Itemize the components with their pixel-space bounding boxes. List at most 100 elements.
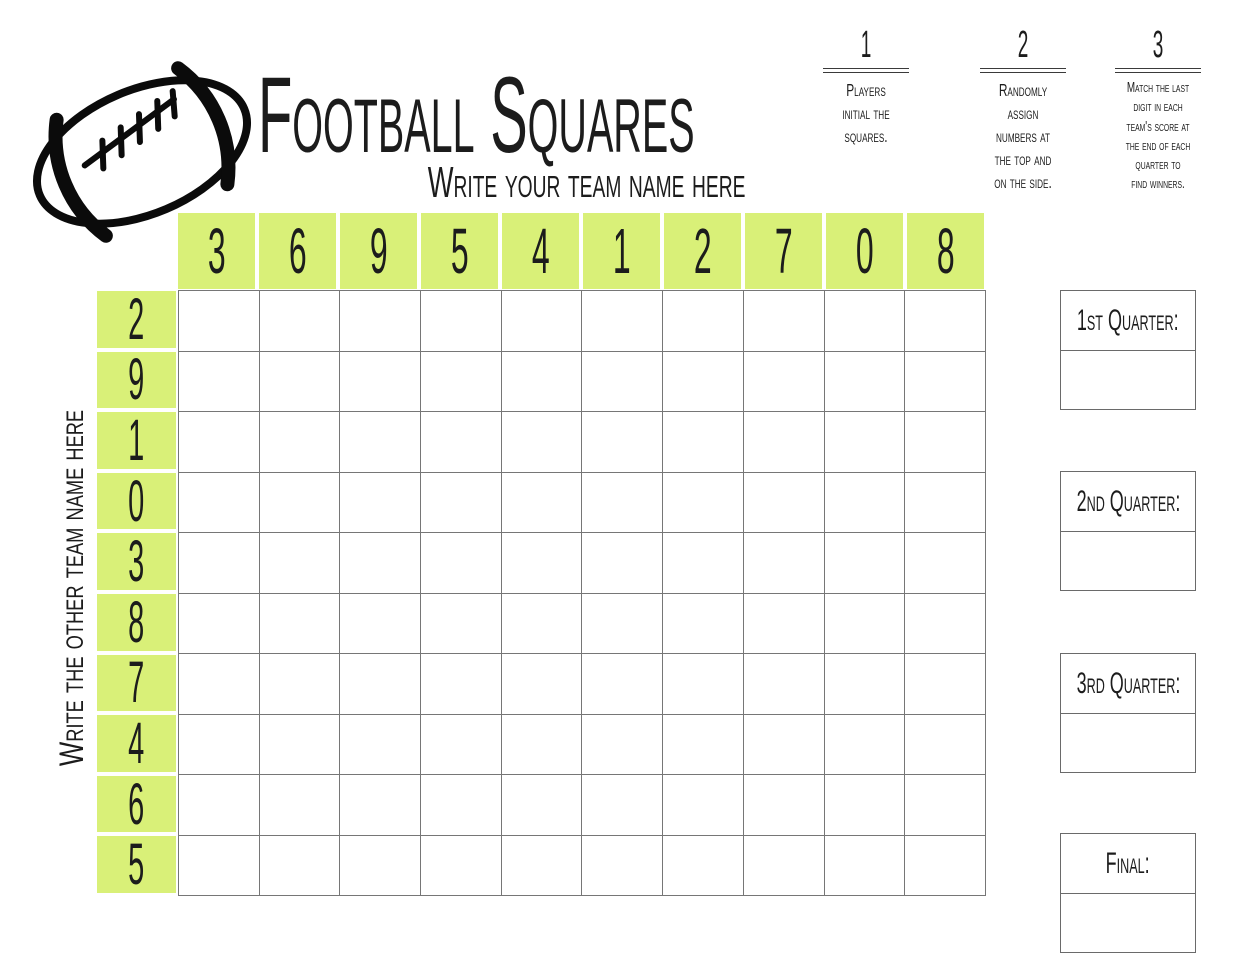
grid-square[interactable] bbox=[179, 291, 259, 351]
grid-square[interactable] bbox=[259, 291, 340, 351]
grid-square[interactable] bbox=[663, 593, 743, 653]
grid-square[interactable] bbox=[421, 654, 501, 714]
grid-square[interactable] bbox=[421, 714, 501, 774]
grid-square[interactable] bbox=[259, 533, 340, 593]
grid-square[interactable] bbox=[501, 412, 582, 472]
grid-square[interactable] bbox=[663, 775, 743, 835]
grid-square[interactable] bbox=[340, 533, 421, 593]
grid-square[interactable] bbox=[421, 775, 501, 835]
grid-square[interactable] bbox=[179, 351, 259, 411]
grid-square[interactable] bbox=[501, 472, 582, 532]
grid-square[interactable] bbox=[259, 472, 340, 532]
grid-square[interactable] bbox=[582, 351, 663, 411]
score-box-value-area[interactable] bbox=[1061, 532, 1195, 589]
grid-square[interactable] bbox=[421, 593, 501, 653]
grid-square[interactable] bbox=[179, 533, 259, 593]
grid-square[interactable] bbox=[905, 775, 985, 835]
grid-square[interactable] bbox=[743, 351, 824, 411]
grid-square[interactable] bbox=[582, 533, 663, 593]
grid-square[interactable] bbox=[259, 714, 340, 774]
grid-square[interactable] bbox=[582, 835, 663, 895]
grid-square[interactable] bbox=[421, 412, 501, 472]
grid-square[interactable] bbox=[501, 593, 582, 653]
grid-square[interactable] bbox=[663, 533, 743, 593]
grid-square[interactable] bbox=[743, 714, 824, 774]
grid-square[interactable] bbox=[663, 472, 743, 532]
grid-square[interactable] bbox=[582, 472, 663, 532]
grid-square[interactable] bbox=[582, 775, 663, 835]
grid-square[interactable] bbox=[582, 291, 663, 351]
grid-square[interactable] bbox=[259, 775, 340, 835]
grid-square[interactable] bbox=[421, 533, 501, 593]
grid-square[interactable] bbox=[905, 472, 985, 532]
grid-square[interactable] bbox=[824, 472, 905, 532]
grid-square[interactable] bbox=[340, 593, 421, 653]
grid-square[interactable] bbox=[340, 412, 421, 472]
grid-square[interactable] bbox=[663, 291, 743, 351]
grid-square[interactable] bbox=[905, 593, 985, 653]
grid-square[interactable] bbox=[259, 593, 340, 653]
grid-square[interactable] bbox=[824, 714, 905, 774]
grid-square[interactable] bbox=[905, 533, 985, 593]
grid-square[interactable] bbox=[179, 654, 259, 714]
grid-square[interactable] bbox=[501, 533, 582, 593]
grid-square[interactable] bbox=[905, 654, 985, 714]
grid-square[interactable] bbox=[743, 835, 824, 895]
grid-square[interactable] bbox=[259, 412, 340, 472]
grid-square[interactable] bbox=[905, 291, 985, 351]
score-box-value-area[interactable] bbox=[1061, 714, 1195, 771]
grid-square[interactable] bbox=[663, 351, 743, 411]
grid-square[interactable] bbox=[905, 412, 985, 472]
grid-square[interactable] bbox=[179, 775, 259, 835]
grid-square[interactable] bbox=[663, 412, 743, 472]
grid-square[interactable] bbox=[501, 775, 582, 835]
grid-square[interactable] bbox=[340, 654, 421, 714]
grid-square[interactable] bbox=[824, 775, 905, 835]
grid-square[interactable] bbox=[501, 835, 582, 895]
grid-square[interactable] bbox=[663, 835, 743, 895]
grid-square[interactable] bbox=[663, 714, 743, 774]
grid-square[interactable] bbox=[340, 714, 421, 774]
grid-square[interactable] bbox=[743, 533, 824, 593]
grid-square[interactable] bbox=[743, 291, 824, 351]
grid-square[interactable] bbox=[824, 533, 905, 593]
grid-square[interactable] bbox=[582, 714, 663, 774]
grid-square[interactable] bbox=[905, 351, 985, 411]
grid-square[interactable] bbox=[824, 654, 905, 714]
grid-square[interactable] bbox=[340, 472, 421, 532]
grid-square[interactable] bbox=[421, 472, 501, 532]
grid-square[interactable] bbox=[259, 351, 340, 411]
grid-square[interactable] bbox=[501, 654, 582, 714]
grid-square[interactable] bbox=[179, 593, 259, 653]
grid-square[interactable] bbox=[179, 472, 259, 532]
grid-square[interactable] bbox=[824, 351, 905, 411]
grid-square[interactable] bbox=[340, 775, 421, 835]
score-box-value-area[interactable] bbox=[1061, 351, 1195, 408]
grid-square[interactable] bbox=[582, 593, 663, 653]
grid-square[interactable] bbox=[340, 291, 421, 351]
grid-square[interactable] bbox=[179, 835, 259, 895]
grid-square[interactable] bbox=[743, 654, 824, 714]
grid-square[interactable] bbox=[824, 593, 905, 653]
grid-square[interactable] bbox=[501, 351, 582, 411]
grid-square[interactable] bbox=[824, 291, 905, 351]
grid-square[interactable] bbox=[743, 472, 824, 532]
grid-square[interactable] bbox=[340, 351, 421, 411]
grid-square[interactable] bbox=[501, 714, 582, 774]
grid-square[interactable] bbox=[743, 412, 824, 472]
grid-square[interactable] bbox=[421, 291, 501, 351]
grid-square[interactable] bbox=[905, 835, 985, 895]
grid-square[interactable] bbox=[421, 835, 501, 895]
grid-square[interactable] bbox=[824, 835, 905, 895]
grid-square[interactable] bbox=[259, 654, 340, 714]
grid-square[interactable] bbox=[259, 835, 340, 895]
grid-square[interactable] bbox=[179, 412, 259, 472]
score-box-value-area[interactable] bbox=[1061, 894, 1195, 951]
grid-square[interactable] bbox=[340, 835, 421, 895]
grid-square[interactable] bbox=[824, 412, 905, 472]
grid-square[interactable] bbox=[743, 775, 824, 835]
grid-square[interactable] bbox=[179, 714, 259, 774]
grid-square[interactable] bbox=[663, 654, 743, 714]
grid-square[interactable] bbox=[743, 593, 824, 653]
grid-square[interactable] bbox=[905, 714, 985, 774]
